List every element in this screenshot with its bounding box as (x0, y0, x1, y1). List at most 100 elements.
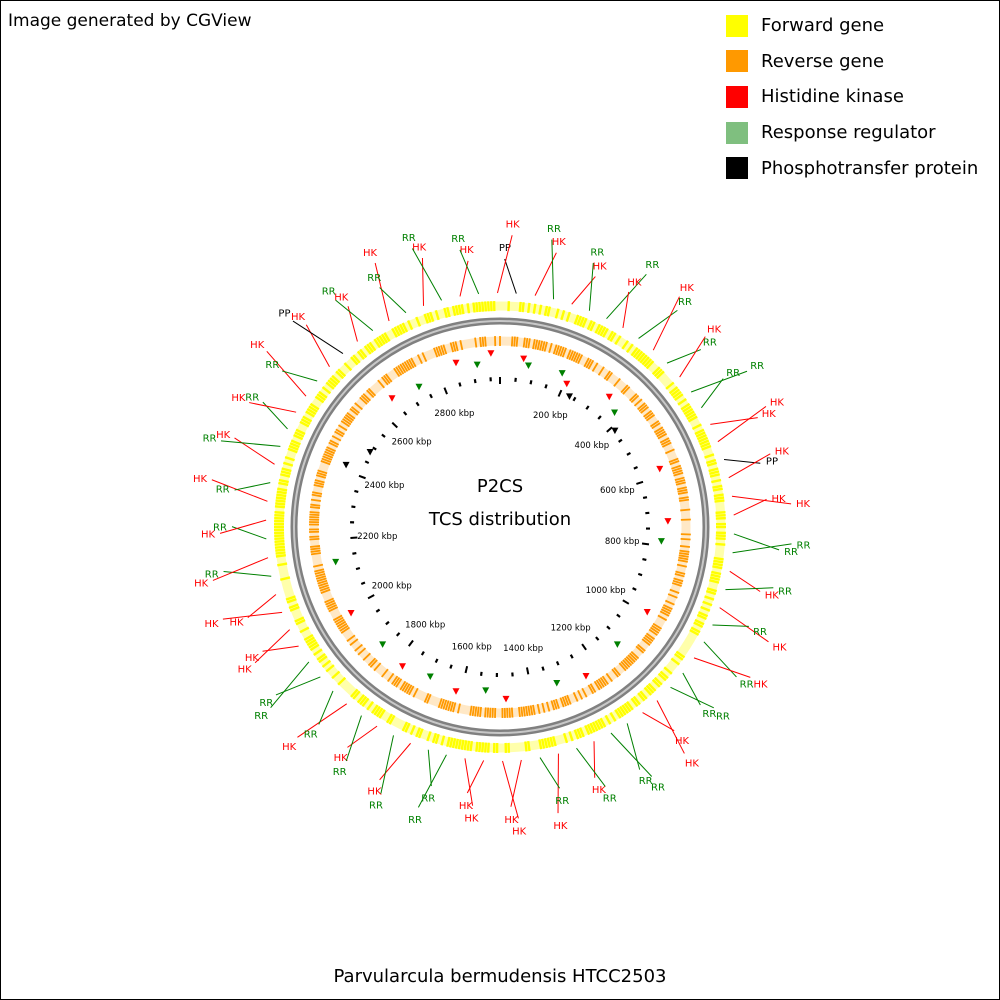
forward-gene (375, 707, 384, 718)
forward-gene (451, 738, 457, 749)
ruler-minor-tick (381, 433, 386, 438)
reverse-gene (326, 601, 337, 608)
callout-label: HK (680, 283, 695, 294)
reverse-gene (641, 638, 651, 646)
reverse-gene (309, 516, 320, 519)
callout-label: HK (460, 245, 475, 256)
reverse-gene (673, 471, 684, 477)
reverse-gene (589, 683, 597, 693)
callout-label: HK (291, 312, 306, 323)
callout-label: HK (506, 219, 521, 230)
forward-gene (280, 470, 291, 475)
callout-label: HK (282, 742, 297, 753)
tcs-feature-marker (582, 672, 590, 680)
forward-gene (284, 456, 295, 462)
callout-label: RR (213, 523, 227, 534)
reverse-gene (644, 634, 654, 643)
ruler-tick-label: 2600 kbp (392, 437, 432, 447)
reverse-gene (583, 357, 590, 368)
reverse-gene (426, 693, 432, 704)
forward-gene (696, 433, 707, 441)
callout-label: HK (204, 619, 219, 630)
forward-gene (289, 442, 300, 449)
tcs-feature-marker (452, 359, 460, 367)
tcs-feature-marker (611, 409, 619, 416)
forward-gene (426, 312, 432, 323)
reverse-gene (324, 450, 335, 457)
tcs-feature-marker (664, 518, 672, 525)
callout-line (379, 287, 407, 314)
reverse-gene (447, 700, 452, 712)
reverse-gene (595, 679, 603, 690)
forward-gene (398, 323, 406, 334)
callout-label: RR (451, 234, 465, 245)
reverse-gene (367, 387, 377, 397)
ruler-minor-tick (479, 671, 483, 676)
forward-gene (434, 309, 440, 321)
reverse-gene (328, 441, 339, 448)
forward-gene (687, 415, 698, 423)
reverse-gene (369, 659, 378, 668)
forward-gene (337, 676, 347, 686)
reverse-gene (561, 696, 567, 707)
forward-gene (581, 317, 588, 328)
reverse-gene (335, 428, 345, 436)
ruler-minor-tick (403, 411, 408, 416)
reverse-gene (566, 349, 572, 360)
reverse-gene (656, 430, 666, 438)
forward-gene (275, 499, 286, 503)
reverse-gene (408, 685, 415, 696)
reverse-gene (667, 593, 678, 599)
reverse-gene (648, 628, 658, 636)
ruler-minor-tick (473, 378, 477, 384)
callout-line (733, 498, 767, 516)
forward-gene (337, 368, 347, 378)
reverse-gene (559, 346, 565, 357)
forward-gene (275, 548, 286, 552)
ruler-major-tick (391, 421, 398, 429)
forward-gene (276, 490, 287, 495)
reverse-gene (605, 371, 613, 382)
forward-gene (388, 714, 396, 725)
reverse-gene (362, 652, 371, 661)
forward-gene (623, 702, 632, 713)
forward-gene (295, 428, 306, 436)
reverse-gene (334, 430, 344, 438)
callout-label: HK (504, 815, 519, 826)
forward-gene (431, 732, 438, 744)
reverse-gene (315, 474, 327, 479)
ruler-major-tick (367, 594, 375, 600)
reverse-gene (557, 345, 563, 356)
callout-line (638, 309, 678, 339)
forward-gene (700, 442, 711, 449)
forward-gene (697, 436, 709, 443)
genome-backbone-highlight (293, 320, 707, 734)
reverse-gene (630, 650, 640, 660)
forward-gene (481, 301, 485, 312)
reverse-gene (329, 439, 340, 446)
reverse-gene (541, 702, 546, 713)
reverse-gene (625, 656, 634, 665)
reverse-gene (456, 703, 461, 714)
reverse-gene (476, 706, 480, 717)
forward-gene (469, 740, 473, 752)
callout-label: HK (193, 474, 208, 485)
forward-gene (599, 717, 607, 728)
reverse-gene (645, 632, 656, 640)
callout-label: HK (685, 759, 700, 770)
forward-gene (294, 431, 305, 438)
forward-gene (288, 444, 299, 451)
forward-gene (460, 304, 465, 315)
forward-gene (709, 579, 720, 584)
forward-gene (460, 739, 465, 750)
forward-gene (695, 431, 706, 438)
callout-label: HK (459, 801, 474, 812)
tcs-feature-marker (415, 383, 423, 391)
forward-gene (589, 722, 596, 733)
callout-line (305, 324, 330, 367)
callout-line (234, 482, 271, 491)
callout-label: RR (259, 698, 273, 709)
forward-gene (554, 308, 560, 319)
reverse-gene (309, 535, 320, 538)
reverse-gene (597, 678, 605, 688)
